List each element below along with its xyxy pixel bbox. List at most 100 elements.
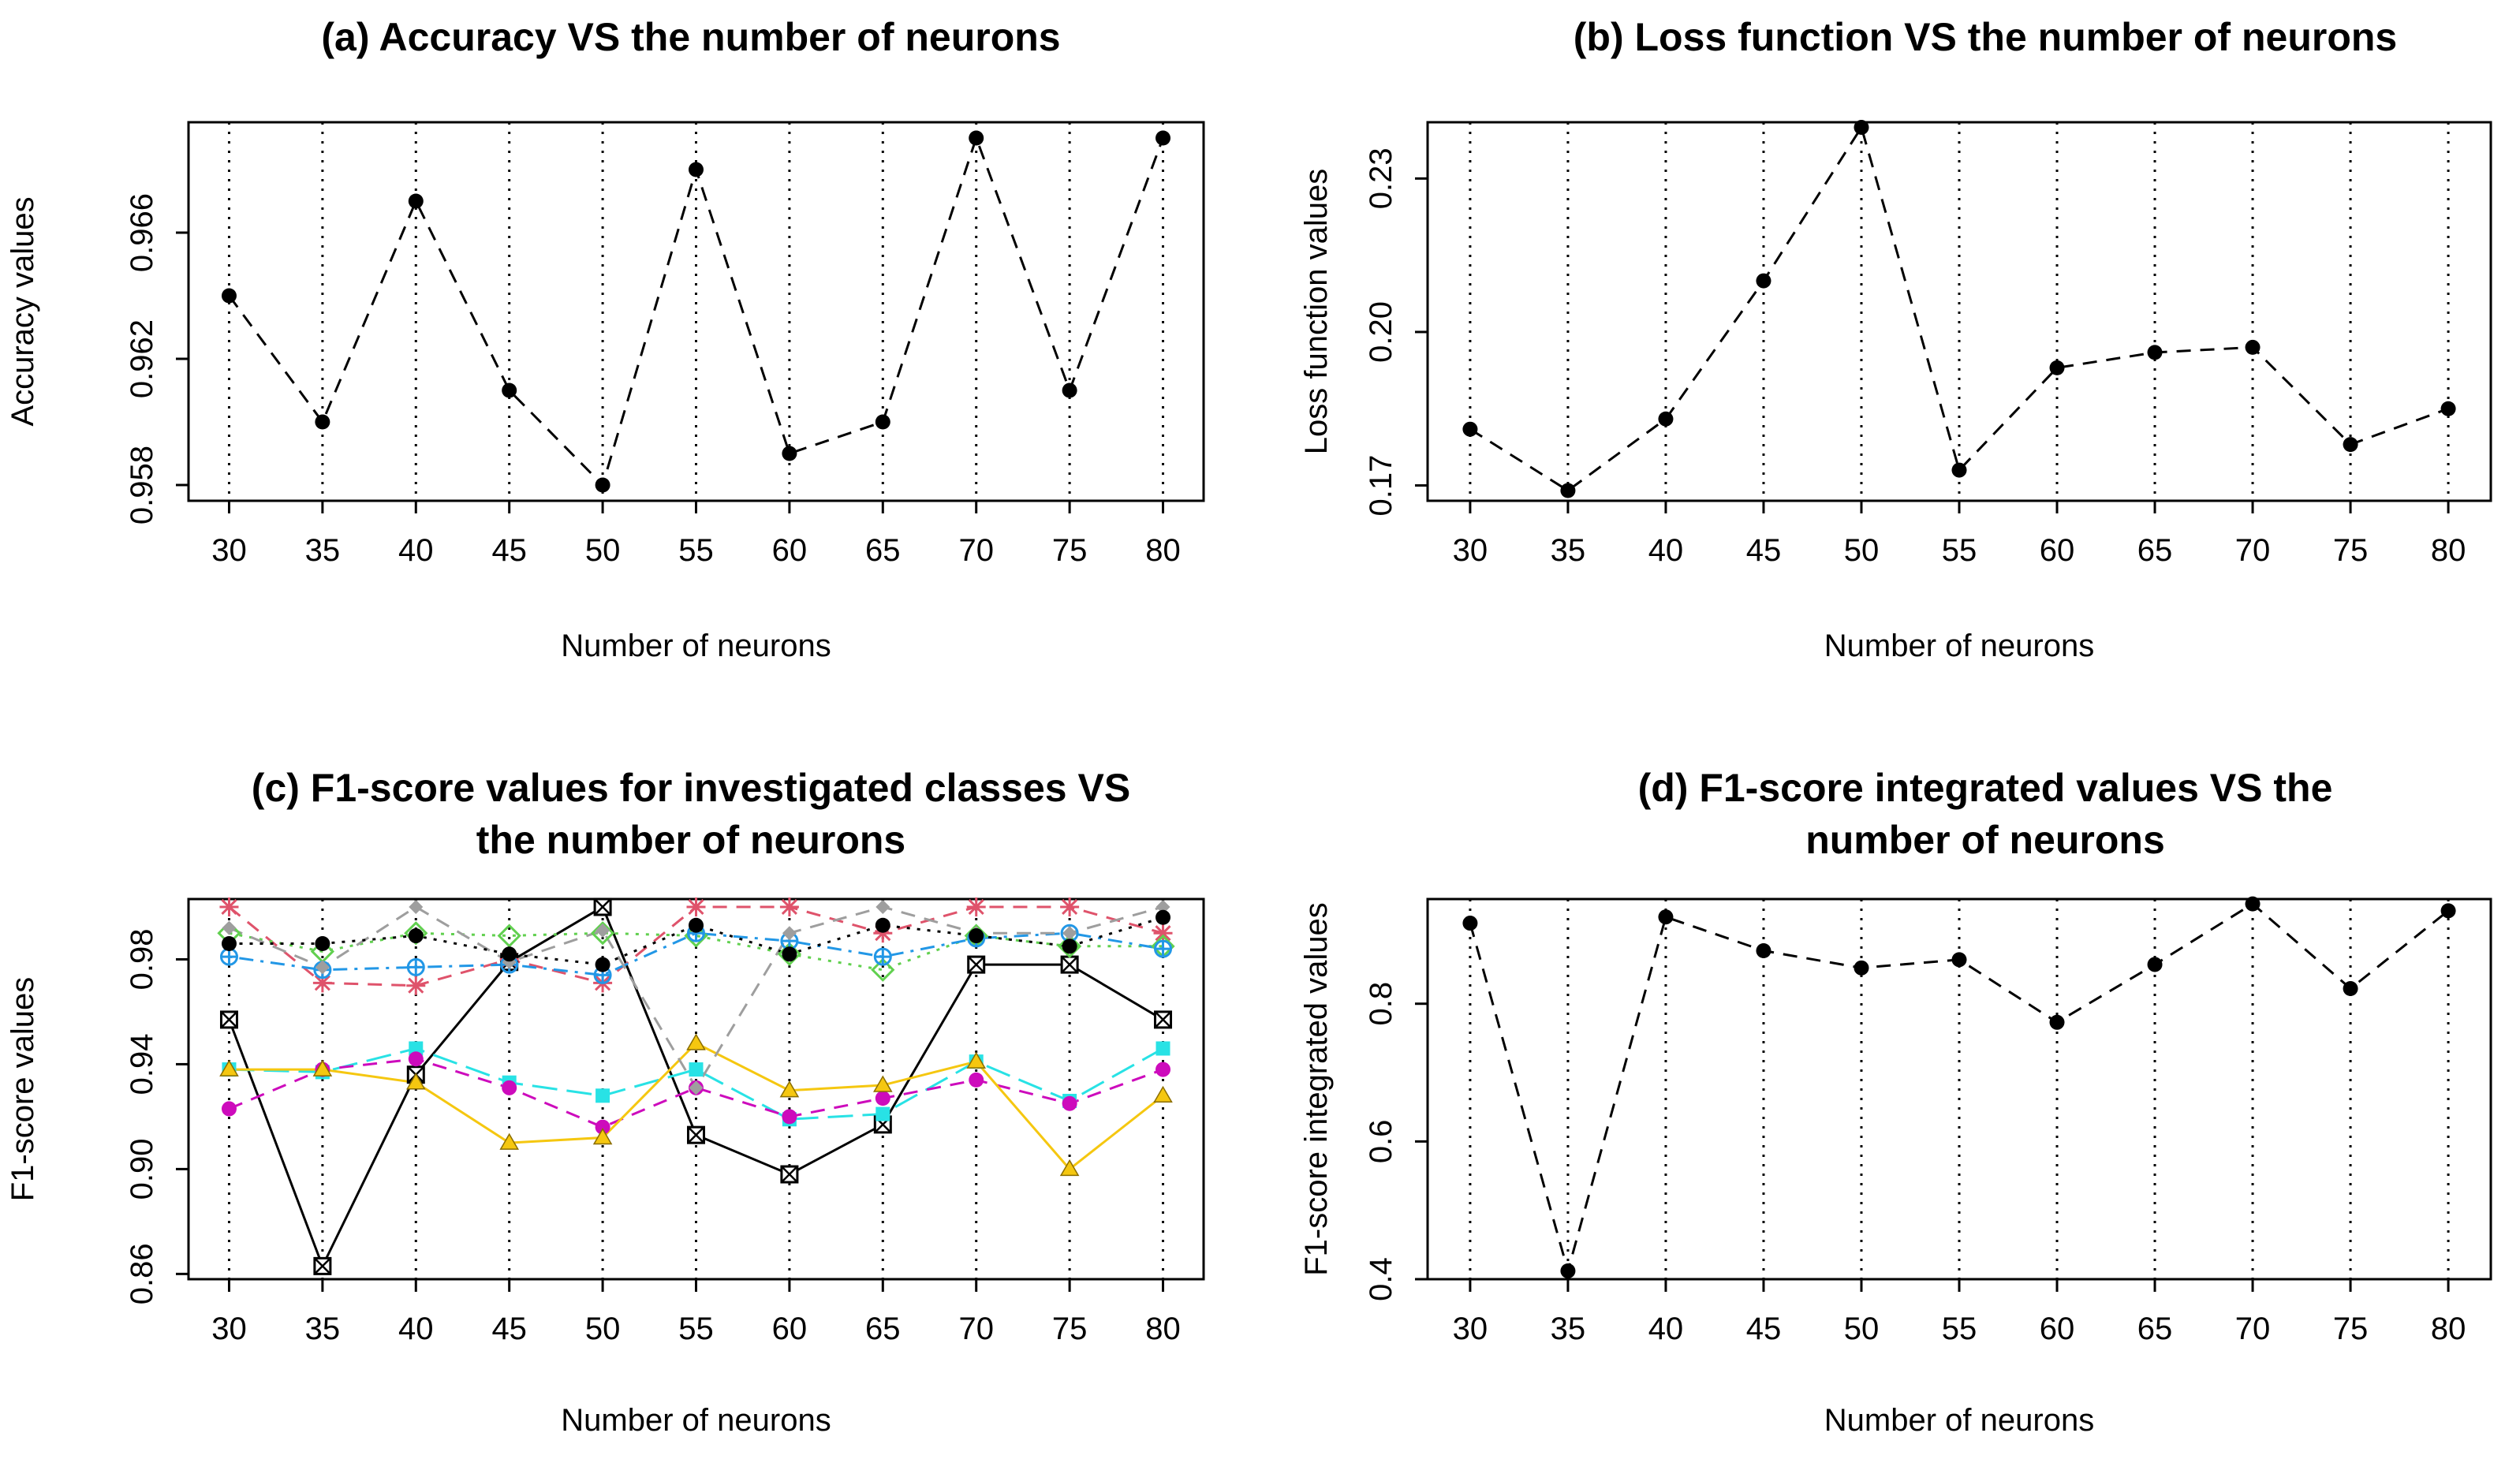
x-tick-label: 45 <box>1746 1312 1782 1346</box>
x-tick-label: 35 <box>1551 1312 1586 1346</box>
chart-title-d-line-1: number of neurons <box>1805 818 2165 862</box>
data-point <box>409 899 424 914</box>
data-point <box>219 897 239 916</box>
x-tick-label: 50 <box>585 533 621 568</box>
data-point <box>404 921 428 946</box>
data-point <box>2147 345 2163 360</box>
y-tick-label: 0.966 <box>125 193 159 272</box>
data-point <box>873 1075 893 1092</box>
y-tick-label: 0.98 <box>125 929 159 991</box>
y-tick-label: 0.6 <box>1364 1120 1398 1164</box>
data-point <box>219 947 238 966</box>
data-point <box>2147 957 2163 972</box>
x-axis-label: Number of neurons <box>561 629 831 663</box>
data-point <box>1060 897 1080 916</box>
y-tick-label: 0.90 <box>125 1138 159 1200</box>
data-point <box>313 1256 332 1275</box>
data-point <box>1854 119 1869 135</box>
data-point <box>2049 360 2065 375</box>
data-point <box>406 957 425 976</box>
x-tick-label: 60 <box>2040 533 2075 568</box>
x-tick-label: 60 <box>772 1312 808 1346</box>
x-tick-label: 75 <box>1052 533 1088 568</box>
data-point <box>315 960 330 975</box>
chart-panel-b: (b) Loss function VS the number of neuro… <box>1299 15 2492 663</box>
data-point <box>1155 899 1170 914</box>
data-point <box>595 957 610 972</box>
x-tick-label: 65 <box>2137 1312 2173 1346</box>
data-point <box>1462 916 1478 931</box>
data-point <box>780 1165 799 1184</box>
series-line <box>229 1047 1164 1121</box>
data-point <box>1153 1085 1173 1103</box>
data-point <box>689 1062 704 1077</box>
markers-loss <box>1462 119 2456 498</box>
x-tick-label: 40 <box>398 533 434 568</box>
series-loss <box>1469 124 2449 492</box>
data-point <box>502 382 517 398</box>
y-tick-label: 0.962 <box>125 319 159 398</box>
data-point <box>2049 1014 2065 1030</box>
chart-title-c-line-1: the number of neurons <box>476 818 905 862</box>
chart-title-c-line-0: (c) F1-score values for investigated cla… <box>252 766 1130 810</box>
x-tick-label: 75 <box>1052 1312 1088 1346</box>
data-point <box>1854 960 1869 976</box>
x-tick-label: 30 <box>211 1312 247 1346</box>
data-point <box>873 947 892 966</box>
data-point <box>2440 903 2456 919</box>
series-line <box>228 1058 1164 1129</box>
data-point <box>1155 130 1171 146</box>
data-point <box>875 1106 890 1121</box>
chart-panel-d: (d) F1-score integrated values VS the num… <box>1299 766 2492 1438</box>
data-point <box>779 897 799 916</box>
data-point <box>315 414 330 430</box>
series-line <box>229 916 1163 966</box>
series-class-3 <box>229 931 1163 972</box>
data-point <box>2245 339 2261 355</box>
markers-accuracy <box>221 130 1171 493</box>
data-point <box>408 1051 424 1067</box>
y-tick-label: 0.20 <box>1364 301 1398 363</box>
data-point <box>1154 939 1173 958</box>
y-axis-label: Loss function values <box>1299 169 1334 454</box>
y-axis-label: F1-score integrated values <box>1299 902 1334 1276</box>
data-point <box>1155 909 1171 925</box>
data-point <box>408 928 424 944</box>
data-point <box>315 936 330 952</box>
data-point <box>1059 1159 1080 1177</box>
data-point <box>689 917 704 933</box>
y-tick-label: 0.8 <box>1364 982 1398 1026</box>
data-point <box>966 1051 987 1069</box>
data-point <box>1057 934 1082 958</box>
data-point <box>969 1072 984 1088</box>
y-tick-label: 0.958 <box>125 446 159 524</box>
x-tick-label: 80 <box>2431 533 2466 568</box>
markers-f1-integrated <box>1462 896 2456 1279</box>
data-point <box>689 162 704 177</box>
x-axis-label: Number of neurons <box>561 1403 831 1438</box>
series-class-5 <box>229 1047 1164 1121</box>
data-point <box>687 1125 705 1144</box>
data-point <box>221 288 237 304</box>
y-tick-label: 0.94 <box>125 1033 159 1095</box>
data-point <box>590 921 615 946</box>
x-axis-label: Number of neurons <box>1824 629 2094 663</box>
data-point <box>312 1059 333 1077</box>
x-tick-label: 80 <box>1145 1312 1181 1346</box>
chart-panel-a: (a) Accuracy VS the number of neurons 30 3… <box>6 15 1205 663</box>
data-point <box>593 897 612 916</box>
data-point <box>2440 401 2456 416</box>
data-point <box>1658 909 1674 925</box>
markers-class-7 <box>219 1033 1173 1177</box>
x-tick-label: 75 <box>2333 1312 2369 1346</box>
series-line <box>229 931 1163 972</box>
x-tick-label: 70 <box>958 1312 994 1346</box>
data-point <box>1154 1010 1173 1029</box>
y-tick-label: 0.23 <box>1364 147 1398 209</box>
data-point <box>1153 924 1173 943</box>
y-tick-label: 0.4 <box>1364 1257 1398 1301</box>
data-point <box>409 1041 424 1056</box>
x-tick-label: 40 <box>398 1312 434 1346</box>
data-point <box>221 1101 237 1117</box>
x-tick-label: 45 <box>1746 533 1782 568</box>
